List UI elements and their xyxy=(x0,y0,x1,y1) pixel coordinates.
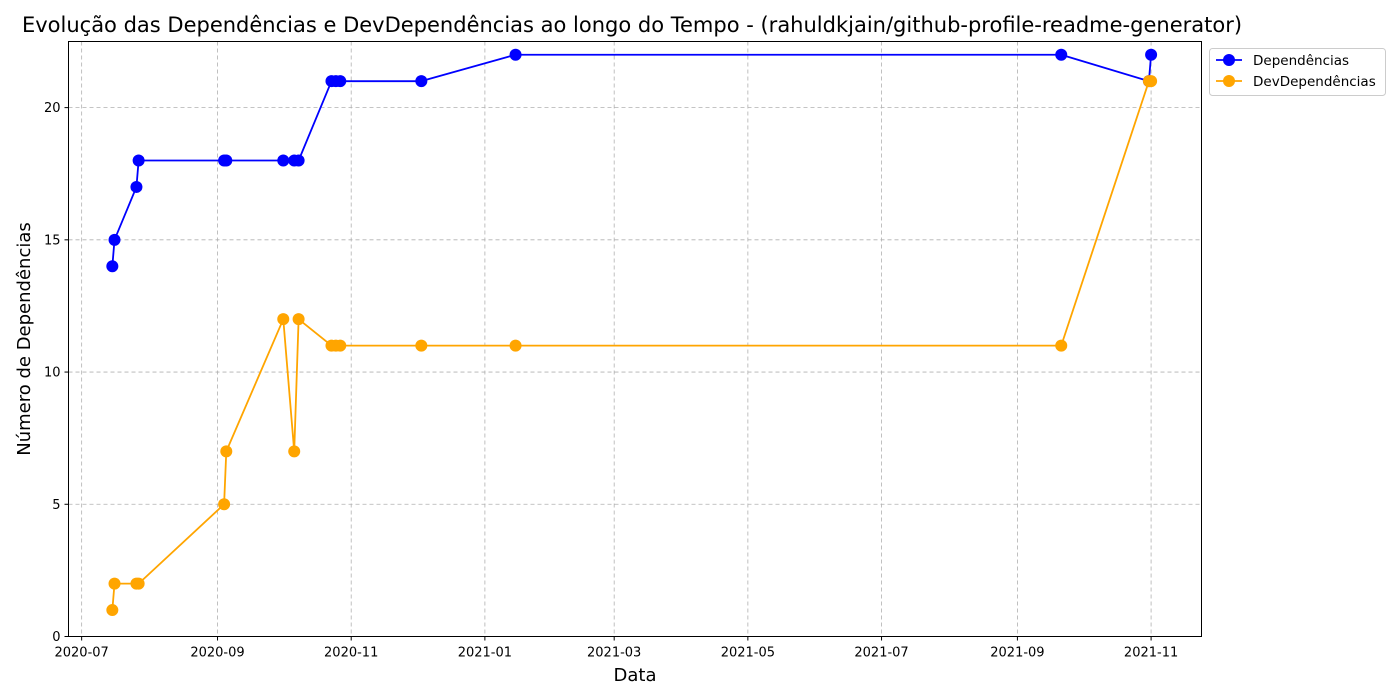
data-point-dependencias xyxy=(277,154,290,167)
data-point-dependencias xyxy=(509,48,522,61)
y-tick-label: 20 xyxy=(44,101,61,116)
y-axis-title: Número de Dependências xyxy=(14,222,35,456)
chart-title: Evolução das Dependências e DevDependênc… xyxy=(22,13,1242,37)
data-point-devdependencias xyxy=(218,498,231,511)
plot-area-frame xyxy=(68,41,1202,637)
data-point-dependencias xyxy=(292,154,305,167)
series-group xyxy=(106,48,1158,617)
y-axis: 0 5 10 15 20 xyxy=(44,101,69,645)
legend-frame xyxy=(1209,48,1386,96)
x-tick-label: 2021-05 xyxy=(721,646,775,661)
data-point-devdependencias xyxy=(1145,75,1158,88)
y-tick-label: 0 xyxy=(52,630,60,645)
data-point-devdependencias xyxy=(277,313,290,326)
data-point-dependencias xyxy=(1145,48,1158,61)
data-point-devdependencias xyxy=(106,604,119,617)
x-tick-label: 2020-09 xyxy=(190,646,244,661)
data-point-devdependencias xyxy=(220,445,233,458)
data-point-dependencias xyxy=(334,75,347,88)
x-axis-title: Data xyxy=(614,665,657,686)
x-tick-label: 2021-07 xyxy=(854,646,908,661)
data-point-dependencias xyxy=(220,154,233,167)
legend: Dependências DevDependências xyxy=(1209,48,1386,96)
grid xyxy=(68,41,1202,637)
data-point-dependencias xyxy=(415,75,428,88)
y-tick-label: 15 xyxy=(44,233,61,248)
x-tick-label: 2020-11 xyxy=(324,646,378,661)
series-line-dependencias xyxy=(111,53,1152,267)
data-point-devdependencias xyxy=(108,577,121,590)
x-tick-label: 2020-07 xyxy=(54,646,108,661)
data-point-devdependencias xyxy=(288,445,301,458)
data-point-dependencias xyxy=(130,180,143,193)
x-axis: 2020-07 2020-09 2020-11 2021-01 2021-03 2021-… xyxy=(54,636,1178,661)
x-tick-label: 2021-11 xyxy=(1124,646,1178,661)
x-tick-label: 2021-03 xyxy=(587,646,641,661)
legend-label-devdependencias: DevDependências xyxy=(1253,74,1376,90)
x-tick-label: 2021-09 xyxy=(990,646,1044,661)
series-devdependencias xyxy=(106,75,1158,617)
x-tick-label: 2021-01 xyxy=(458,646,512,661)
series-dependencias xyxy=(106,48,1158,273)
y-tick-label: 5 xyxy=(52,498,60,513)
data-point-devdependencias xyxy=(1055,339,1068,352)
y-tick-label: 10 xyxy=(44,366,61,381)
data-point-dependencias xyxy=(1055,48,1068,61)
data-point-dependencias xyxy=(132,154,145,167)
data-point-dependencias xyxy=(106,260,119,273)
legend-marker-dependencias xyxy=(1223,54,1235,66)
data-point-devdependencias xyxy=(292,313,305,326)
legend-label-dependencias: Dependências xyxy=(1253,53,1349,69)
data-point-dependencias xyxy=(108,233,121,246)
legend-marker-devdependencias xyxy=(1223,75,1235,87)
data-point-devdependencias xyxy=(415,339,428,352)
data-point-devdependencias xyxy=(509,339,522,352)
data-point-devdependencias xyxy=(132,577,145,590)
data-point-devdependencias xyxy=(334,339,347,352)
